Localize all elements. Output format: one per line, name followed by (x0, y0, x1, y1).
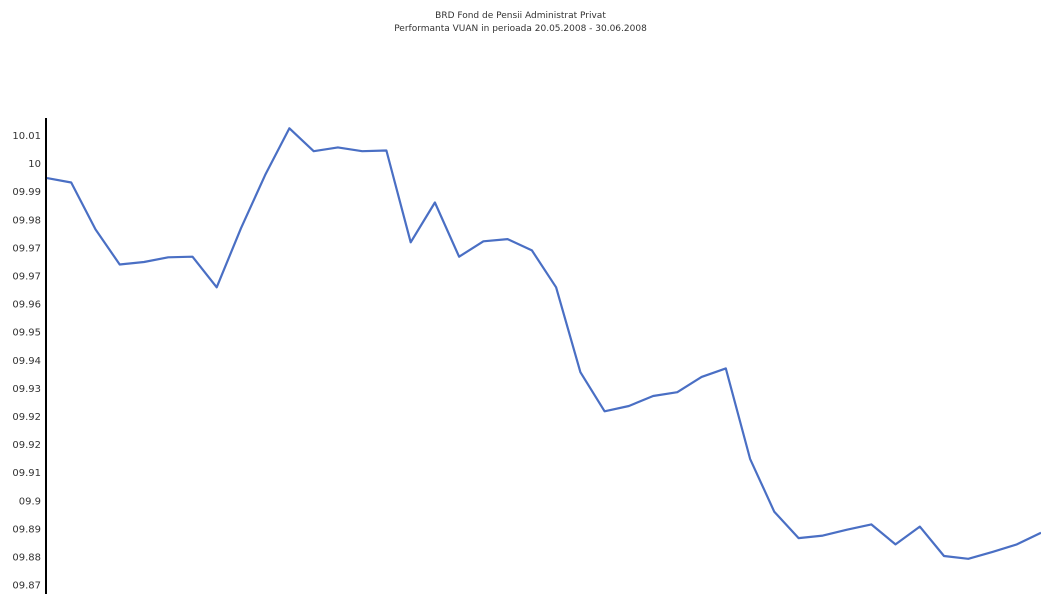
y-tick-label: 10 (28, 159, 41, 170)
y-tick-label: 09.94 (12, 356, 41, 367)
y-tick-label: 09.96 (12, 300, 41, 311)
y-tick-label: 09.97 (12, 272, 41, 283)
y-tick-label: 09.89 (12, 524, 41, 535)
y-tick-label: 10.01 (12, 131, 41, 142)
series-line (46, 127, 1041, 560)
chart-subtitle: Performanta VUAN in perioada 20.05.2008 … (394, 24, 647, 34)
y-tick-label: 09.99 (12, 187, 41, 198)
chart-title: BRD Fond de Pensii Administrat Privat (435, 11, 606, 21)
y-tick-label: 09.87 (12, 581, 41, 592)
series-group (46, 127, 1041, 560)
y-tick-label: 09.98 (12, 215, 41, 226)
y-tick-label: 09.92 (12, 440, 41, 451)
y-tick-label: 09.95 (12, 328, 41, 339)
y-tick-label: 09.93 (12, 384, 41, 395)
y-tick-label: 09.97 (12, 243, 41, 254)
y-tick-labels: 10.01 10 09.99 09.98 09.97 09.97 09.96 09.95 09.… (12, 131, 41, 592)
y-tick-label: 09.91 (12, 468, 41, 479)
y-tick-label: 09.88 (12, 553, 41, 564)
y-tick-label: 09.92 (12, 412, 41, 423)
y-tick-label: 09.9 (19, 496, 41, 507)
